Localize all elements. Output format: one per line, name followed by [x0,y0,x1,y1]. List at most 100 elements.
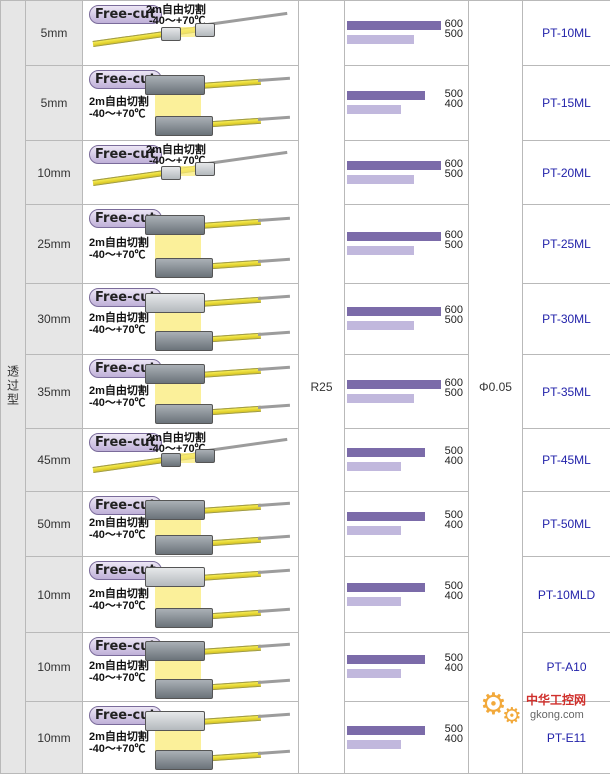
temperature-note: -40～+70℃ [89,398,146,409]
watermark-site-name: 中华工控网 [526,691,586,708]
temperature-note: -40～+70℃ [89,109,146,120]
sensor-head [155,116,213,136]
detection-distance: 10mm [26,141,83,205]
cut-length-note: 2m自由切割 [89,518,149,529]
fiber-cable-end [258,502,290,507]
fiber-cable-end [258,295,290,300]
temperature-note: -40～+70℃ [89,250,146,261]
watermark-domain: gkong.com [530,709,584,721]
sensor-head [145,364,205,384]
bar-secondary-label: 500 [445,387,463,399]
sensor-head [155,679,213,699]
temperature-note: -40～+70℃ [89,530,146,541]
bar-secondary [347,394,414,403]
bar-secondary [347,321,414,330]
bar-primary [347,21,441,30]
sensor-head [155,331,213,351]
fiber-cable-end [258,404,290,409]
cut-length-note: 2m自由切割 [89,732,149,743]
bend-radius-value: R25 [310,380,332,394]
model-number: PT-10ML [523,1,610,66]
bar-secondary [347,246,414,255]
cut-length-note: 2m自由切割 [89,589,149,600]
sensor-head [155,535,213,555]
fiber-cable-end [258,366,290,371]
model-number: PT-35ML [523,355,610,429]
bar-secondary-label: 400 [445,455,463,467]
bar-primary [347,161,441,170]
cut-length-note: 2m自由切割 [89,661,149,672]
fiber-cable-end [258,217,290,222]
sensor-head [145,500,205,520]
sensor-head [145,567,205,587]
bar-secondary [347,105,401,114]
sensor-head [145,711,205,731]
fiber-cable-end [258,679,290,684]
sensor-head [145,75,205,95]
detection-type-cell: 透过型 [1,1,26,774]
sensor-head [145,215,205,235]
bar-secondary-label: 400 [445,733,463,745]
temperature-note: -40～+70℃ [89,601,146,612]
sensor-head [195,23,215,37]
bar-primary [347,91,425,100]
fiber-cable-end [258,713,290,718]
model-number: PT-10MLD [523,557,610,633]
detection-distance: 10mm [26,702,83,774]
detection-distance: 30mm [26,284,83,355]
bar-primary [347,512,425,521]
bar-primary [347,307,441,316]
bend-radius-cell: R25 [299,1,345,774]
core-diameter-cell: Φ0.05 [469,1,523,774]
model-number: PT-30ML [523,284,610,355]
fiber-cable-end [258,608,290,613]
sensor-head [155,750,213,770]
bar-primary [347,448,425,457]
sensor-head [195,449,215,463]
detection-type-label: 透过型 [5,365,22,407]
bar-secondary [347,740,401,749]
watermark-logo: ⚙ ⚙ 中华工控网 gkong.com [480,687,600,731]
temperature-note: -40～+70℃ [89,325,146,336]
sensor-head [161,453,181,467]
sensor-head [155,404,213,424]
fiber-cable-end [258,258,290,263]
bar-secondary-label: 400 [445,662,463,674]
fiber-cable-end [258,331,290,336]
bar-primary [347,232,441,241]
bar-secondary [347,35,414,44]
bar-secondary-label: 400 [445,590,463,602]
